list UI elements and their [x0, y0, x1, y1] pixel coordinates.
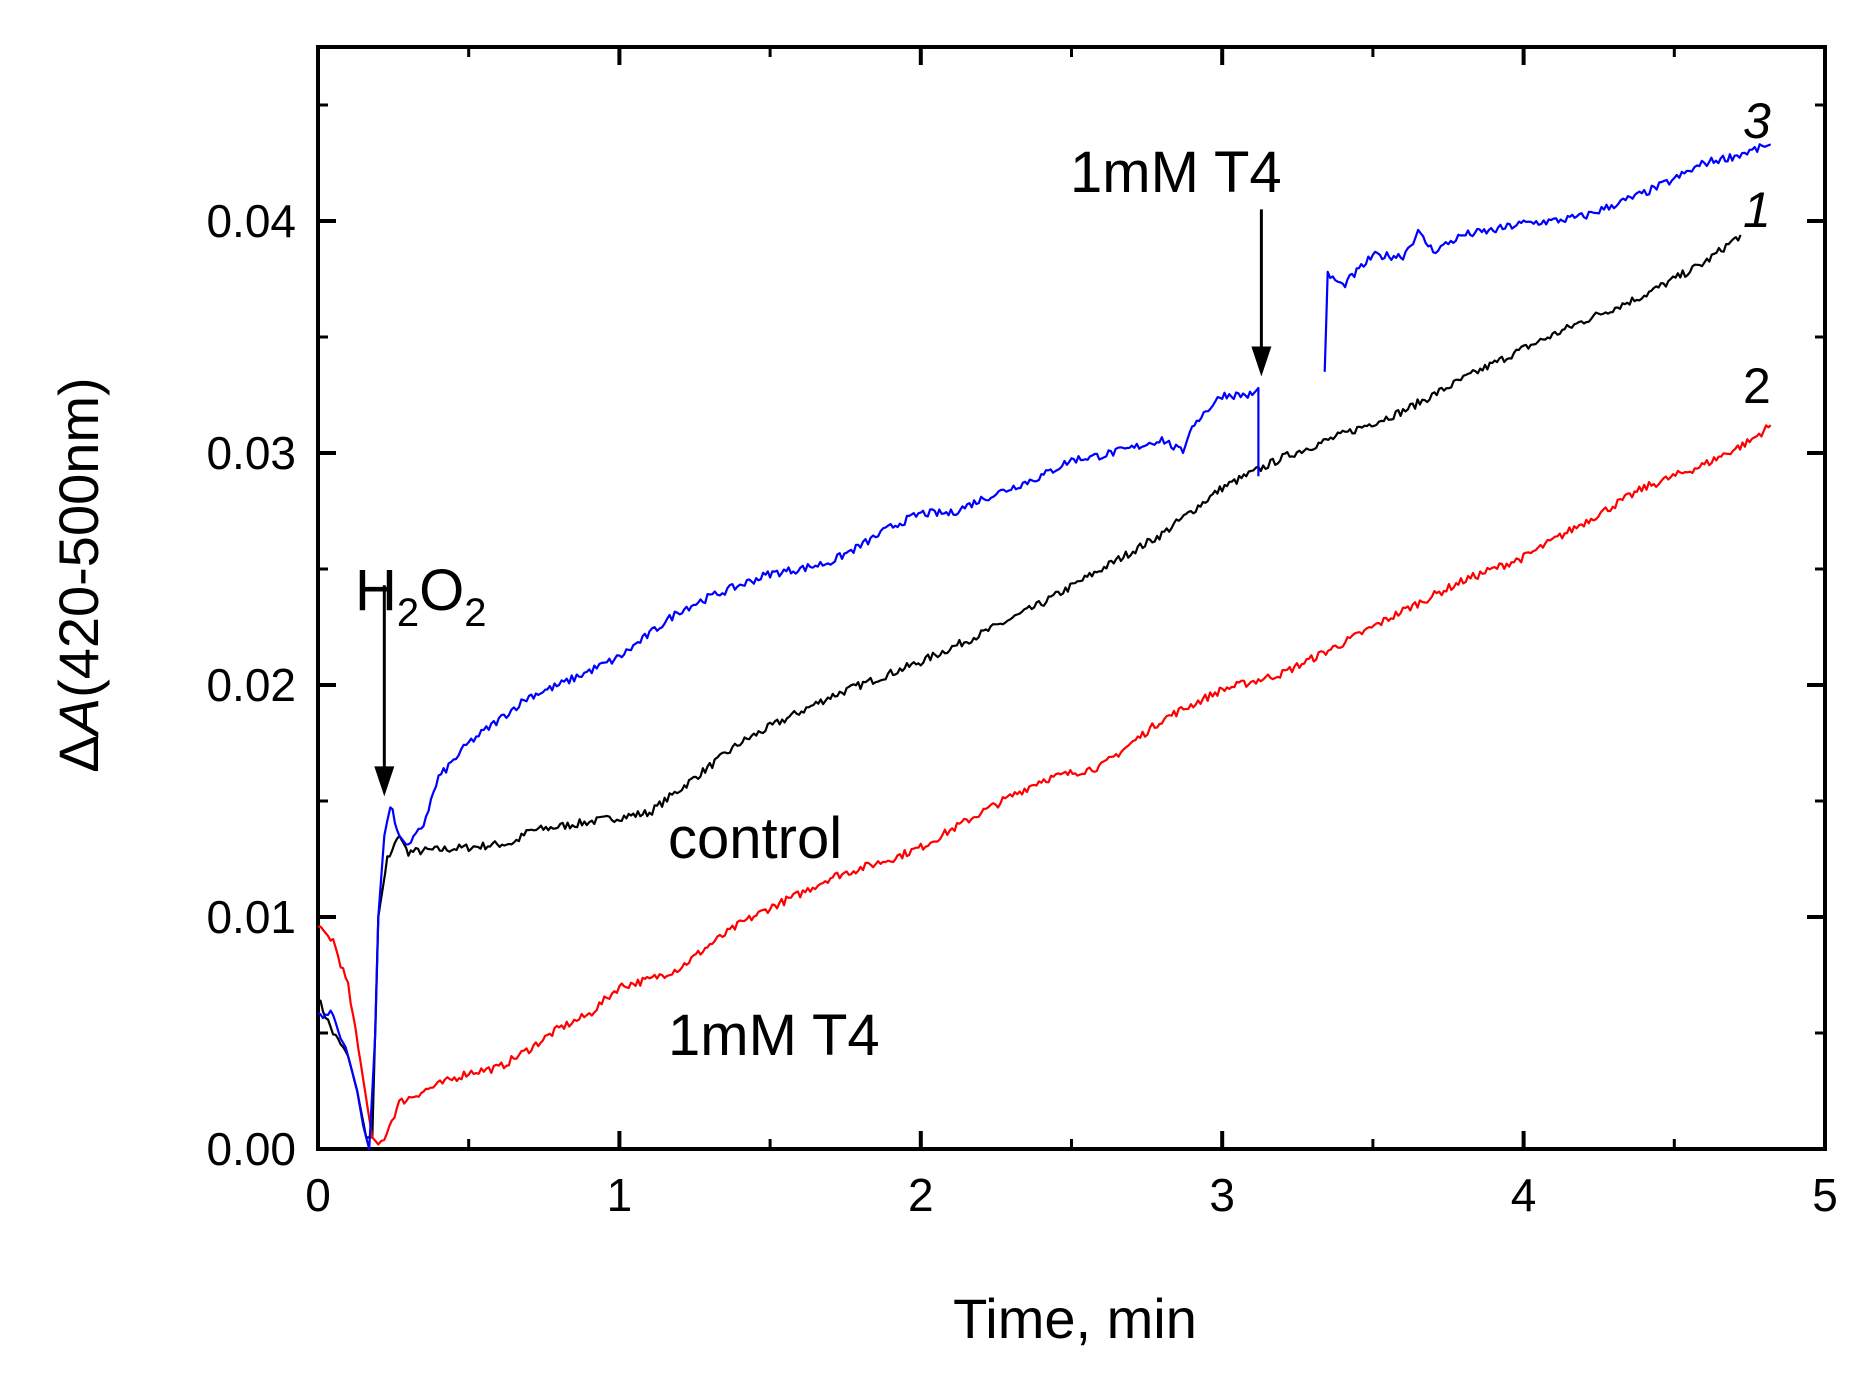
y-axis-title-variable: A: [47, 698, 110, 738]
x-tick-label: 0: [305, 1169, 331, 1221]
ticks-layer: [316, 47, 1827, 1151]
y-axis-title: ΔA(420-500nm): [47, 377, 110, 772]
y-tick-label: 0.04: [206, 195, 296, 247]
annotation-t4-top: 1mM T4: [1070, 140, 1282, 205]
arrow-t4-top-head: [1251, 346, 1272, 377]
curve-label-3: 3: [1743, 93, 1771, 149]
annotation-h2o2-h: H: [355, 558, 397, 623]
arrow-h2o2-head: [374, 766, 395, 797]
annotation-h2o2: H2O2: [355, 558, 487, 635]
annotation-control: control: [668, 806, 842, 871]
y-tick-label: 0.03: [206, 427, 296, 479]
series-line-1: [317, 234, 1742, 1139]
series-line-3-segment-1: [317, 386, 1260, 1151]
annotation-h2o2-o: O: [419, 558, 464, 623]
tick-labels-layer: 0 1 2 3 4 5 0.00 0.01 0.02 0.03 0.04: [206, 195, 1837, 1221]
annotation-t4-bottom: 1mM T4: [668, 1003, 880, 1068]
curve-label-1: 1: [1743, 182, 1771, 238]
series-line-3-segment-2: [1323, 143, 1772, 372]
y-axis-title-delta: Δ: [47, 735, 110, 772]
y-tick-label: 0.01: [206, 891, 296, 943]
curve-label-2: 2: [1743, 358, 1771, 414]
series-line-2: [317, 424, 1772, 1146]
x-tick-label: 1: [607, 1169, 633, 1221]
x-axis-title: Time, min: [953, 1287, 1197, 1350]
y-tick-label: 0.00: [206, 1123, 296, 1175]
y-axis-title-units: (420-500nm): [47, 377, 110, 698]
y-tick-label: 0.02: [206, 659, 296, 711]
x-tick-label: 2: [908, 1169, 934, 1221]
annotation-h2o2-sub2: 2: [464, 591, 486, 635]
x-tick-label: 5: [1812, 1169, 1838, 1221]
x-tick-label: 3: [1209, 1169, 1235, 1221]
annotation-h2o2-sub1: 2: [397, 591, 419, 635]
annotation-layer: [374, 209, 1272, 797]
series-layer: [317, 143, 1772, 1151]
x-tick-label: 4: [1511, 1169, 1537, 1221]
